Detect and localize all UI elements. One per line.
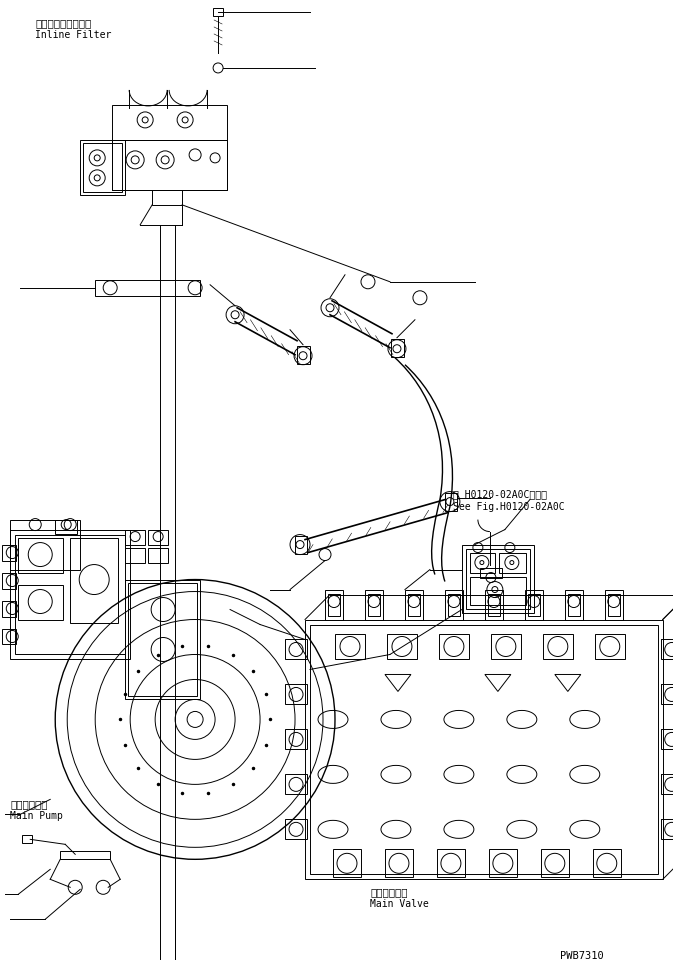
Bar bbox=[445, 493, 457, 511]
Bar bbox=[112, 140, 227, 190]
Bar bbox=[365, 590, 383, 620]
Bar bbox=[125, 548, 145, 563]
Bar bbox=[445, 590, 463, 620]
Bar bbox=[595, 634, 625, 659]
Bar bbox=[391, 338, 404, 357]
Bar bbox=[525, 590, 543, 620]
Bar bbox=[112, 105, 227, 190]
Bar bbox=[333, 849, 361, 877]
Bar bbox=[285, 819, 307, 840]
Bar bbox=[408, 594, 420, 616]
Bar bbox=[22, 836, 32, 844]
Bar bbox=[80, 140, 125, 195]
Text: メインバルブ: メインバルブ bbox=[370, 887, 407, 897]
Bar bbox=[2, 629, 16, 645]
Bar bbox=[148, 529, 168, 545]
Text: 第 H0120-02A0C図参照: 第 H0120-02A0C図参照 bbox=[453, 490, 547, 499]
Bar bbox=[285, 774, 307, 794]
Bar bbox=[437, 849, 465, 877]
Bar bbox=[661, 684, 673, 705]
Bar bbox=[18, 538, 63, 573]
Bar bbox=[15, 535, 125, 655]
Text: インラインフィルタ: インラインフィルタ bbox=[35, 18, 92, 28]
Bar bbox=[368, 594, 380, 616]
Bar bbox=[328, 594, 340, 616]
Bar bbox=[661, 639, 673, 659]
Bar bbox=[285, 684, 307, 705]
Bar bbox=[488, 594, 500, 616]
Bar bbox=[310, 625, 658, 874]
Bar bbox=[295, 536, 307, 553]
Bar bbox=[661, 730, 673, 749]
Bar bbox=[10, 529, 130, 659]
Bar bbox=[439, 634, 469, 659]
Text: See Fig.H0120-02A0C: See Fig.H0120-02A0C bbox=[453, 501, 565, 512]
Bar bbox=[325, 590, 343, 620]
Bar bbox=[470, 552, 495, 573]
Bar bbox=[285, 639, 307, 659]
Bar bbox=[541, 849, 569, 877]
Bar bbox=[605, 590, 623, 620]
Bar bbox=[661, 774, 673, 794]
Bar bbox=[10, 520, 80, 570]
Bar bbox=[462, 545, 534, 612]
Bar bbox=[2, 573, 16, 589]
Bar bbox=[565, 590, 583, 620]
Text: Main Valve: Main Valve bbox=[370, 899, 429, 909]
Text: メインポンプ: メインポンプ bbox=[10, 799, 48, 810]
Bar bbox=[543, 634, 573, 659]
Bar bbox=[480, 568, 502, 577]
Bar bbox=[213, 8, 223, 16]
Bar bbox=[2, 545, 16, 560]
Bar bbox=[297, 346, 310, 363]
Bar bbox=[491, 634, 521, 659]
Bar bbox=[125, 529, 145, 545]
Bar bbox=[125, 579, 200, 700]
Bar bbox=[70, 538, 118, 623]
Bar bbox=[405, 590, 423, 620]
Bar bbox=[593, 849, 621, 877]
Bar bbox=[608, 594, 620, 616]
Bar bbox=[305, 620, 663, 879]
Bar bbox=[466, 549, 530, 608]
Bar bbox=[470, 576, 526, 604]
Bar bbox=[385, 849, 413, 877]
Text: Inline Filter: Inline Filter bbox=[35, 30, 112, 40]
Bar bbox=[489, 849, 517, 877]
Bar bbox=[2, 601, 16, 617]
Bar bbox=[83, 143, 122, 192]
Bar bbox=[285, 730, 307, 749]
Bar bbox=[95, 280, 200, 296]
Bar bbox=[335, 634, 365, 659]
Bar bbox=[568, 594, 580, 616]
Bar bbox=[60, 851, 110, 859]
Text: Main Pump: Main Pump bbox=[10, 812, 63, 821]
Bar bbox=[128, 582, 197, 696]
Bar bbox=[18, 584, 63, 620]
Bar bbox=[528, 594, 540, 616]
Bar bbox=[485, 590, 503, 620]
Bar bbox=[55, 520, 77, 534]
Bar bbox=[661, 819, 673, 840]
Text: PWB7310: PWB7310 bbox=[560, 951, 604, 961]
Bar bbox=[387, 634, 417, 659]
Bar bbox=[148, 548, 168, 563]
Bar bbox=[499, 552, 526, 573]
Bar bbox=[152, 190, 182, 204]
Bar bbox=[448, 594, 460, 616]
